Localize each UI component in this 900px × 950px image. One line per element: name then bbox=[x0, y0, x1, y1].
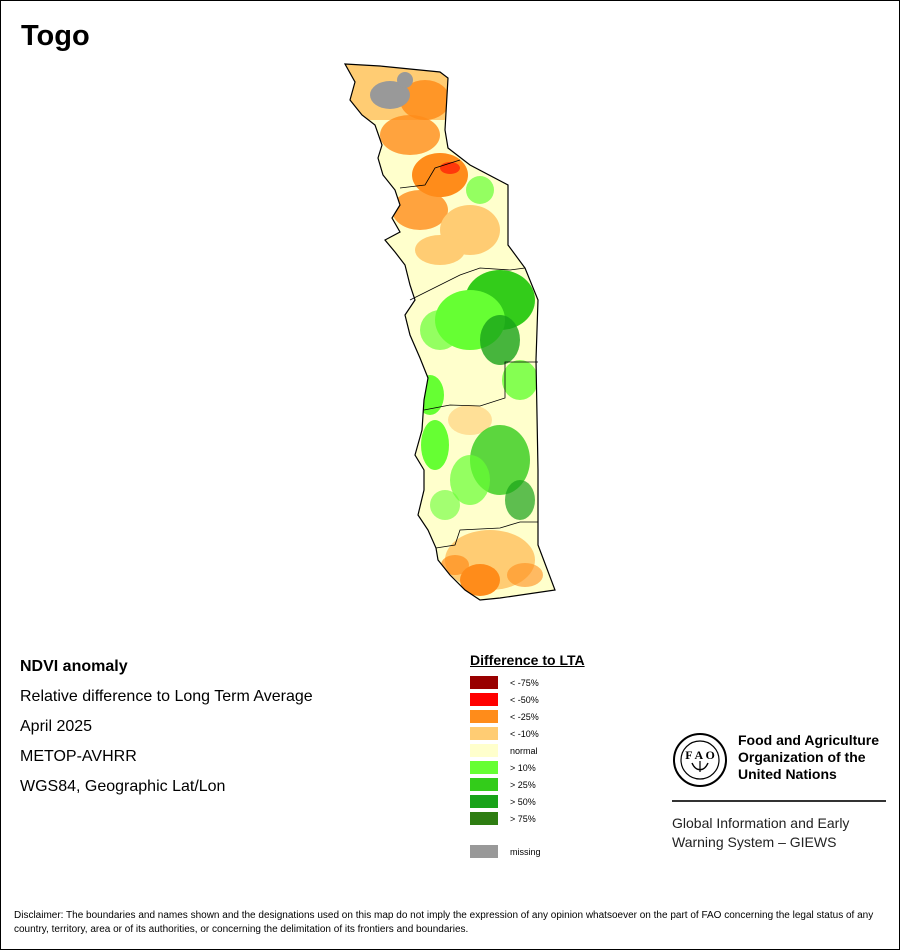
legend-item: < -10% bbox=[470, 725, 630, 742]
fao-logo-icon: F A O bbox=[673, 733, 727, 787]
info-date: April 2025 bbox=[20, 718, 93, 735]
info-title: NDVI anomaly bbox=[20, 658, 128, 675]
country-title: Togo bbox=[21, 20, 90, 52]
legend-item: > 25% bbox=[470, 776, 630, 793]
country-outline bbox=[343, 63, 556, 601]
legend-swatch bbox=[470, 761, 498, 774]
legend-label: < -10% bbox=[510, 728, 539, 739]
legend-swatch bbox=[470, 710, 498, 723]
legend-swatch bbox=[470, 778, 498, 791]
legend-item-missing: missing bbox=[470, 843, 630, 860]
legend-item: < -75% bbox=[470, 674, 630, 691]
legend-swatch bbox=[470, 676, 498, 689]
region-boundaries bbox=[399, 159, 538, 549]
legend-item: < -50% bbox=[470, 691, 630, 708]
giews-line2: Warning System – GIEWS bbox=[672, 834, 837, 850]
legend-label: < -25% bbox=[510, 711, 539, 722]
togo-ndvi-map bbox=[343, 63, 556, 601]
legend-label: missing bbox=[510, 846, 541, 857]
fao-name-line2: Organization of the bbox=[738, 749, 866, 765]
legend-items: < -75% < -50% < -25% < -10% normal > 10% > 25%… bbox=[470, 674, 630, 827]
legend-label: < -75% bbox=[510, 677, 539, 688]
legend-swatch bbox=[470, 812, 498, 825]
info-projection: WGS84, Geographic Lat/Lon bbox=[20, 778, 226, 795]
legend: Difference to LTA < -75% < -50% < -25% < -1… bbox=[470, 652, 630, 860]
info-subtitle: Relative difference to Long Term Average bbox=[20, 688, 313, 705]
legend-item: < -25% bbox=[470, 708, 630, 725]
giews-line1: Global Information and Early bbox=[672, 815, 850, 831]
legend-label: > 10% bbox=[510, 762, 536, 773]
fao-branding: F A O Food and Agriculture Organization … bbox=[672, 732, 888, 852]
legend-swatch bbox=[470, 727, 498, 740]
legend-swatch bbox=[470, 693, 498, 706]
legend-label: normal bbox=[510, 745, 538, 756]
fao-divider bbox=[672, 800, 886, 802]
legend-label: < -50% bbox=[510, 694, 539, 705]
legend-item: normal bbox=[470, 742, 630, 759]
legend-swatch bbox=[470, 795, 498, 808]
info-sensor: METOP-AVHRR bbox=[20, 748, 137, 765]
legend-swatch bbox=[470, 744, 498, 757]
map-info: NDVI anomaly Relative difference to Long… bbox=[20, 656, 313, 806]
fao-name-line3: United Nations bbox=[738, 766, 837, 782]
svg-text:F A O: F A O bbox=[685, 748, 715, 762]
legend-title: Difference to LTA bbox=[470, 652, 585, 668]
legend-item: > 10% bbox=[470, 759, 630, 776]
legend-label: > 25% bbox=[510, 779, 536, 790]
legend-swatch bbox=[470, 845, 498, 858]
legend-label: > 50% bbox=[510, 796, 536, 807]
legend-item: > 75% bbox=[470, 810, 630, 827]
fao-name-line1: Food and Agriculture bbox=[738, 732, 880, 748]
ndvi-raster bbox=[345, 64, 555, 600]
disclaimer: Disclaimer: The boundaries and names sho… bbox=[14, 910, 874, 935]
legend-item: > 50% bbox=[470, 793, 630, 810]
legend-label: > 75% bbox=[510, 813, 536, 824]
